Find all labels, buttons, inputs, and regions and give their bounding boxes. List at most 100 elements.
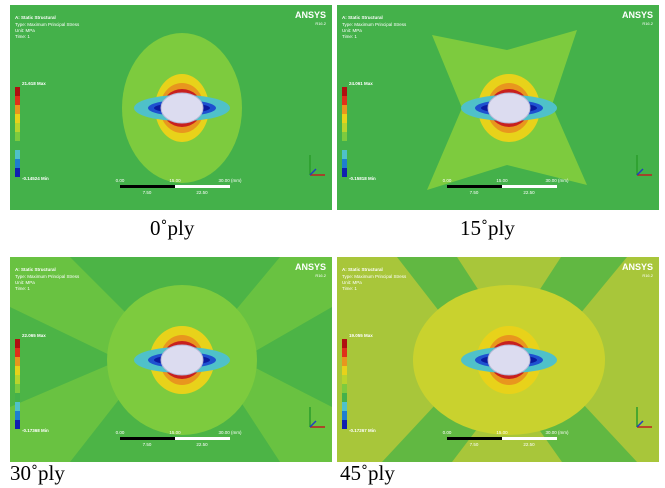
legend-swatch	[342, 159, 347, 168]
legend-swatch	[15, 114, 20, 123]
legend-swatch	[342, 339, 347, 348]
scale-bar	[175, 437, 230, 440]
scale-label: 30.00 (mm)	[218, 430, 242, 435]
scale-label: 22.50	[196, 442, 208, 447]
legend-swatch	[342, 150, 347, 159]
hole	[488, 345, 530, 375]
legend-swatch	[15, 402, 20, 411]
legend-swatch	[342, 96, 347, 105]
legend-swatch	[15, 348, 20, 357]
analysis-title: A: Static Structural	[15, 267, 56, 272]
scale-label: 7.50	[143, 190, 152, 195]
legend-swatch	[342, 123, 347, 132]
legend-swatch	[15, 168, 20, 177]
legend-swatch	[342, 384, 347, 393]
hole	[161, 93, 203, 123]
result-type: Type: Maximum Principal Stress	[342, 22, 407, 27]
legend-swatch	[342, 105, 347, 114]
scale-label: 0.00	[116, 178, 125, 183]
legend-swatch	[342, 168, 347, 177]
scale-label: 15.00	[496, 178, 508, 183]
brand: ANSYS	[295, 10, 326, 20]
legend-min: -0.14524 Min	[22, 176, 49, 181]
legend-swatch	[15, 123, 20, 132]
scale-label: 22.50	[523, 190, 535, 195]
legend-swatch	[15, 150, 20, 159]
legend-swatch	[15, 132, 20, 141]
brand: ANSYS	[295, 262, 326, 272]
result-panel: A: Static Structural Type: Maximum Princi…	[337, 5, 659, 210]
legend-swatch	[342, 393, 347, 402]
time: Time: 1	[342, 34, 357, 39]
scale-label: 7.50	[143, 442, 152, 447]
caption: 45˚ply	[340, 461, 395, 486]
caption: 0˚ply	[150, 216, 194, 241]
version: R16.2	[642, 21, 653, 26]
scale-label: 0.00	[443, 178, 452, 183]
legend-min: -0.17368 Min	[22, 428, 49, 433]
result-type: Type: Maximum Principal Stress	[15, 274, 80, 279]
scale-bar	[447, 185, 502, 188]
legend-swatch	[15, 105, 20, 114]
legend-max: 19.055 Max	[349, 333, 373, 338]
legend-swatch	[342, 411, 347, 420]
legend-swatch	[342, 420, 347, 429]
legend-swatch	[15, 366, 20, 375]
scale-bar	[120, 437, 175, 440]
contour-plot: A: Static Structural Type: Maximum Princi…	[337, 5, 659, 210]
scale-label: 0.00	[116, 430, 125, 435]
legend-swatch	[15, 159, 20, 168]
legend-swatch	[342, 402, 347, 411]
time: Time: 1	[15, 286, 30, 291]
scale-label: 30.00 (mm)	[545, 178, 569, 183]
analysis-title: A: Static Structural	[342, 15, 383, 20]
legend-swatch	[342, 375, 347, 384]
legend-swatch	[342, 132, 347, 141]
legend-swatch	[342, 114, 347, 123]
scale-label: 7.50	[470, 190, 479, 195]
result-panel: A: Static Structural Type: Maximum Princi…	[10, 257, 332, 462]
legend-swatch	[342, 87, 347, 96]
legend-swatch	[342, 366, 347, 375]
legend-max: 22.065 Max	[22, 333, 46, 338]
legend-swatch	[15, 411, 20, 420]
scale-bar	[502, 185, 557, 188]
legend-max: 21.618 Max	[22, 81, 46, 86]
legend-swatch	[342, 141, 347, 150]
scale-bar	[502, 437, 557, 440]
result-type: Type: Maximum Principal Stress	[342, 274, 407, 279]
legend-swatch	[15, 339, 20, 348]
scale-bar	[120, 185, 175, 188]
scale-label: 30.00 (mm)	[218, 178, 242, 183]
brand: ANSYS	[622, 262, 653, 272]
legend-swatch	[15, 141, 20, 150]
scale-label: 15.00	[169, 178, 181, 183]
version: R16.2	[642, 273, 653, 278]
unit: Unit: MPa	[15, 28, 35, 33]
version: R16.2	[315, 273, 326, 278]
caption: 30˚ply	[10, 461, 65, 486]
legend-swatch	[15, 384, 20, 393]
scale-bar	[447, 437, 502, 440]
scale-label: 15.00	[169, 430, 181, 435]
legend-swatch	[15, 357, 20, 366]
scale-label: 30.00 (mm)	[545, 430, 569, 435]
scale-label: 15.00	[496, 430, 508, 435]
hole	[161, 345, 203, 375]
legend-swatch	[15, 420, 20, 429]
scale-label: 22.50	[523, 442, 535, 447]
analysis-title: A: Static Structural	[15, 15, 56, 20]
version: R16.2	[315, 21, 326, 26]
legend-swatch	[15, 87, 20, 96]
legend-swatch	[342, 357, 347, 366]
scale-label: 7.50	[470, 442, 479, 447]
time: Time: 1	[15, 34, 30, 39]
legend-min: -0.15818 Min	[349, 176, 376, 181]
caption: 15˚ply	[460, 216, 515, 241]
contour-plot: A: Static Structural Type: Maximum Princi…	[10, 257, 332, 462]
unit: Unit: MPa	[342, 28, 362, 33]
legend-swatch	[15, 393, 20, 402]
legend-swatch	[15, 375, 20, 384]
